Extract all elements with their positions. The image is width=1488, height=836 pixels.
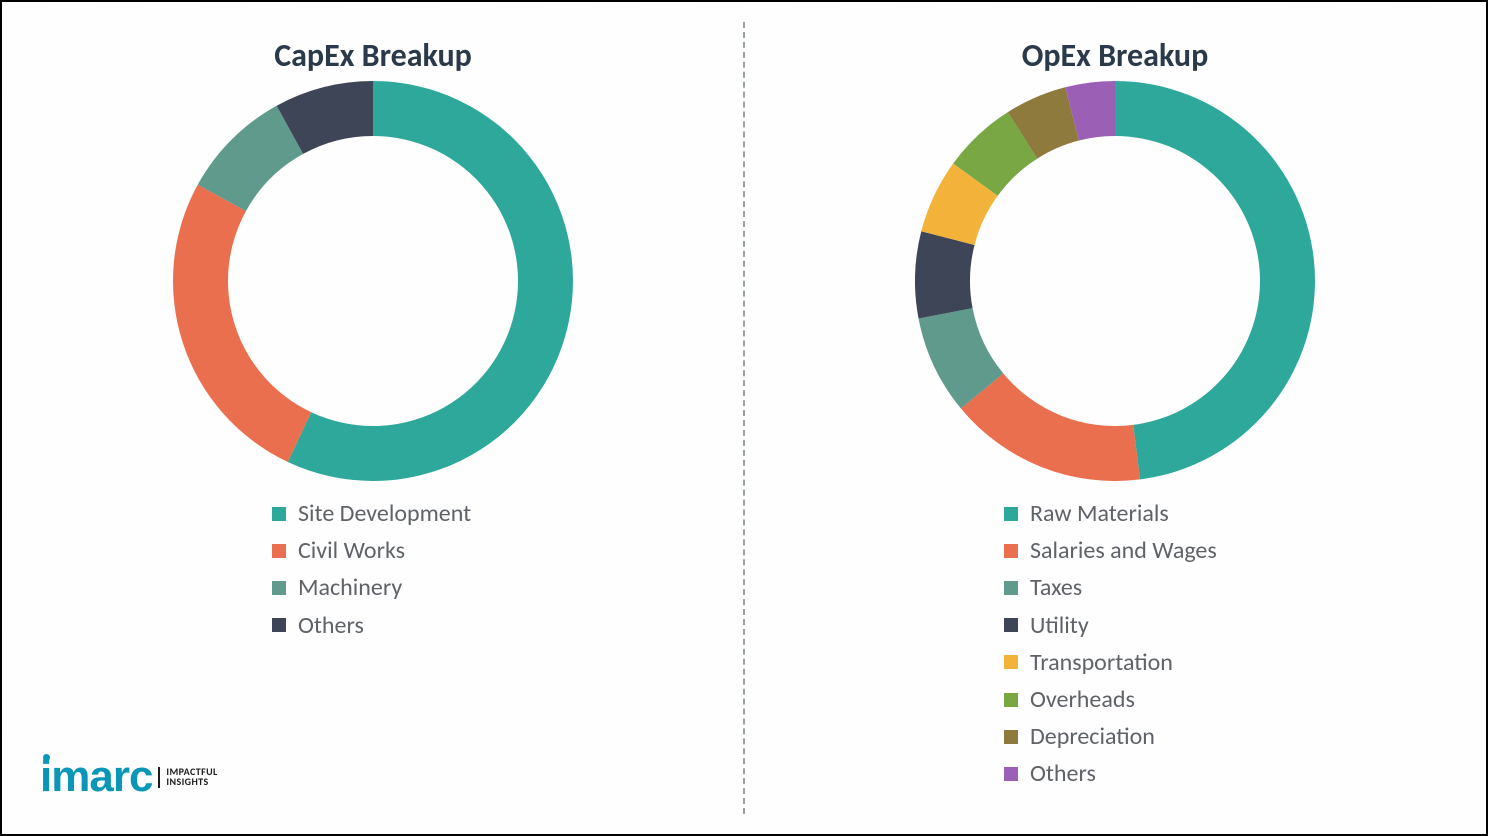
- legend-label: Transportation: [1030, 644, 1173, 681]
- legend-label: Others: [298, 607, 364, 644]
- opex-donut: [915, 81, 1315, 481]
- legend-label: Salaries and Wages: [1030, 532, 1217, 569]
- capex-legend-item: Civil Works: [272, 532, 471, 569]
- brand-dot-icon: [43, 754, 50, 761]
- brand-tag-line2: INSIGHTS: [166, 775, 208, 788]
- opex-legend-item: Salaries and Wages: [1004, 532, 1217, 569]
- legend-label: Civil Works: [298, 532, 405, 569]
- capex-legend-item: Machinery: [272, 569, 471, 606]
- legend-label: Site Development: [298, 495, 471, 532]
- opex-legend-item: Raw Materials: [1004, 495, 1217, 532]
- opex-title: OpEx Breakup: [1022, 36, 1209, 75]
- capex-slice-1: [173, 185, 311, 462]
- opex-legend-item: Taxes: [1004, 569, 1217, 606]
- legend-label: Utility: [1030, 607, 1089, 644]
- legend-swatch-icon: [1004, 618, 1018, 632]
- legend-swatch-icon: [272, 581, 286, 595]
- opex-legend-item: Depreciation: [1004, 718, 1217, 755]
- legend-swatch-icon: [1004, 767, 1018, 781]
- legend-label: Overheads: [1030, 681, 1135, 718]
- capex-legend-item: Site Development: [272, 495, 471, 532]
- legend-swatch-icon: [1004, 507, 1018, 521]
- opex-slice-0: [1115, 81, 1315, 479]
- report-frame: CapEx Breakup Site DevelopmentCivil Work…: [0, 0, 1488, 836]
- legend-swatch-icon: [1004, 544, 1018, 558]
- legend-label: Raw Materials: [1030, 495, 1169, 532]
- brand-tagline: IMPACTFUL INSIGHTS: [158, 767, 217, 788]
- capex-panel: CapEx Breakup Site DevelopmentCivil Work…: [2, 2, 744, 834]
- opex-legend-item: Transportation: [1004, 644, 1217, 681]
- legend-swatch-icon: [1004, 693, 1018, 707]
- brand-logo: imarc IMPACTFUL INSIGHTS: [40, 752, 218, 802]
- legend-label: Depreciation: [1030, 718, 1155, 755]
- capex-title: CapEx Breakup: [274, 36, 472, 75]
- panel-divider: [743, 22, 745, 814]
- capex-legend: Site DevelopmentCivil WorksMachineryOthe…: [272, 495, 471, 644]
- legend-swatch-icon: [1004, 730, 1018, 744]
- brand-word: imarc: [40, 752, 152, 802]
- opex-legend-item: Utility: [1004, 607, 1217, 644]
- legend-swatch-icon: [1004, 655, 1018, 669]
- opex-legend-item: Others: [1004, 755, 1217, 792]
- legend-swatch-icon: [272, 544, 286, 558]
- legend-swatch-icon: [1004, 581, 1018, 595]
- opex-panel: OpEx Breakup Raw MaterialsSalaries and W…: [744, 2, 1486, 834]
- capex-donut: [173, 81, 573, 481]
- legend-label: Taxes: [1030, 569, 1082, 606]
- legend-label: Machinery: [298, 569, 402, 606]
- opex-slice-1: [961, 373, 1140, 481]
- opex-slice-3: [915, 231, 975, 318]
- opex-legend-item: Overheads: [1004, 681, 1217, 718]
- legend-swatch-icon: [272, 618, 286, 632]
- capex-legend-item: Others: [272, 607, 471, 644]
- opex-legend: Raw MaterialsSalaries and WagesTaxesUtil…: [1004, 495, 1217, 793]
- legend-label: Others: [1030, 755, 1096, 792]
- legend-swatch-icon: [272, 507, 286, 521]
